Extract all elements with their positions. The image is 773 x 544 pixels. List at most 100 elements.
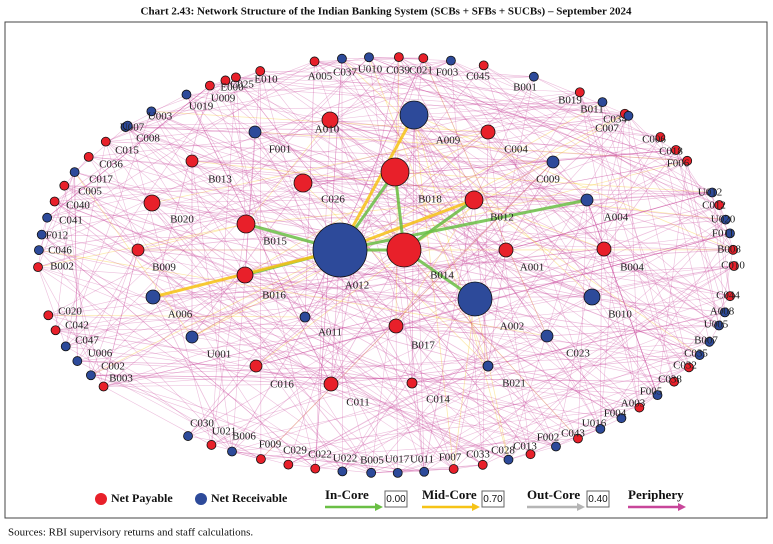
node [49, 196, 60, 207]
edge [422, 58, 548, 337]
node-label: B017 [411, 340, 435, 352]
edge [339, 249, 548, 337]
edge [450, 60, 588, 201]
node [574, 87, 585, 98]
edge [302, 149, 677, 184]
edge [41, 234, 579, 439]
edge [546, 335, 601, 430]
edge [657, 160, 688, 396]
edge [77, 295, 731, 362]
edge [55, 265, 735, 331]
edge [600, 233, 731, 430]
node [457, 281, 493, 317]
edge [342, 335, 548, 472]
edge [41, 234, 372, 474]
edge [314, 61, 625, 115]
edge [675, 149, 720, 326]
edge [74, 172, 78, 362]
node-label: C021 [409, 65, 433, 77]
edge [487, 365, 658, 396]
edge [423, 58, 548, 337]
node-label: A003 [621, 398, 646, 410]
edge [413, 114, 509, 460]
edge [304, 316, 640, 408]
edge [260, 70, 534, 78]
edge [473, 160, 688, 201]
edge [368, 56, 713, 193]
node [59, 180, 70, 191]
node-label: A002 [500, 321, 524, 333]
edge [151, 131, 489, 204]
edge [231, 451, 425, 473]
edge [339, 131, 489, 251]
edge [47, 217, 557, 447]
edge [77, 360, 257, 367]
edge [54, 201, 104, 387]
node [50, 325, 61, 336]
node-label: C040 [66, 200, 90, 212]
node-label: A005 [308, 71, 333, 83]
node [714, 200, 725, 210]
legend-swatch-receivable [195, 493, 207, 505]
edge [675, 149, 726, 313]
edge [329, 119, 557, 447]
node [310, 463, 321, 474]
edge [77, 360, 262, 460]
edge [48, 182, 304, 316]
legend: Net Payable Net Receivable In-Core 0.00 Mi… [95, 487, 686, 511]
node-label: U003 [148, 111, 173, 123]
core-edge [339, 198, 588, 252]
node-label: F005 [640, 386, 663, 398]
edge [330, 365, 489, 385]
edge [41, 101, 603, 235]
edge [413, 101, 603, 116]
edge [211, 204, 720, 446]
node-label: C026 [321, 194, 345, 206]
node-label: C023 [566, 348, 590, 360]
edge [368, 56, 661, 138]
edge [37, 217, 48, 268]
node [720, 214, 731, 225]
edge [453, 298, 476, 470]
edge [127, 125, 688, 162]
node-label: C036 [99, 159, 123, 171]
edge [254, 131, 455, 470]
edge [628, 115, 640, 408]
edge [191, 336, 640, 408]
edge [397, 265, 735, 474]
edge [152, 265, 735, 298]
node [419, 466, 430, 477]
node-label: B020 [170, 214, 194, 226]
edge [186, 94, 398, 474]
edge [103, 274, 246, 387]
node-label: C016 [270, 379, 294, 391]
edge [137, 223, 247, 251]
edge [546, 325, 719, 337]
edge [191, 101, 603, 338]
edge [127, 125, 454, 470]
edge [255, 91, 581, 367]
edge [397, 464, 483, 474]
legend-label: Net Receivable [211, 491, 288, 505]
edge [54, 201, 246, 276]
edge [47, 91, 580, 218]
edge [64, 185, 397, 327]
node-label: A004 [604, 212, 629, 224]
edge [255, 149, 677, 367]
edge [288, 335, 548, 465]
edge [329, 119, 554, 163]
edge [413, 114, 720, 326]
edge [411, 312, 725, 384]
edge [603, 248, 720, 326]
node [143, 194, 161, 212]
node [236, 266, 254, 284]
node [540, 329, 554, 343]
node-label: C006 [642, 134, 666, 146]
edge [413, 114, 455, 470]
node-label: U005 [704, 319, 729, 331]
edge [41, 234, 316, 469]
nodes: A010 A009 C004 F001 B013 B018 C026 C009 B012 A004… [33, 52, 745, 478]
edge [211, 223, 247, 445]
edge [600, 113, 626, 429]
edge [235, 77, 629, 117]
